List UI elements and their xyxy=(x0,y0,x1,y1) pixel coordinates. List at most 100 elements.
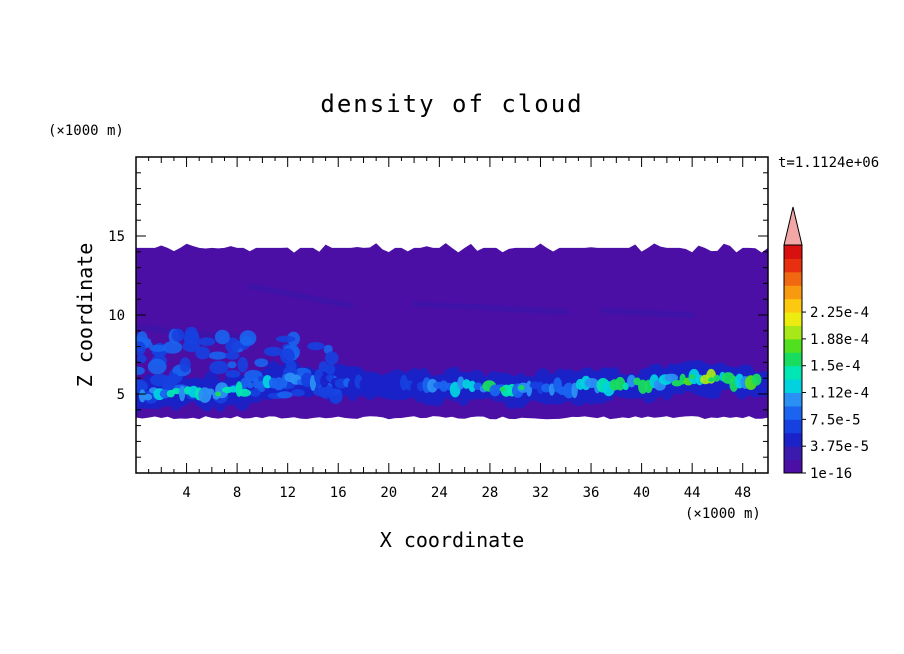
density-blob xyxy=(313,387,331,397)
colorbar-label: 3.75e-5 xyxy=(810,439,869,455)
colorbar-swatch xyxy=(784,312,802,326)
density-blob xyxy=(427,378,438,393)
density-blob xyxy=(170,373,179,382)
density-blob xyxy=(439,380,449,392)
density-blob xyxy=(225,369,241,378)
colorbar-label: 1.5e-4 xyxy=(810,359,861,375)
colorbar-label: 1e-16 xyxy=(810,466,852,482)
x-unit-label: (×1000 m) xyxy=(685,506,761,522)
density-blob xyxy=(279,348,295,364)
density-blob xyxy=(136,341,146,356)
cloud-streak xyxy=(600,307,696,318)
density-blob xyxy=(195,346,210,360)
colorbar-swatch xyxy=(784,352,802,367)
x-tick-label: 40 xyxy=(633,485,650,501)
x-tick-label: 44 xyxy=(684,485,701,501)
density-blob xyxy=(147,358,167,375)
density-peak xyxy=(689,374,696,380)
density-blob xyxy=(622,382,629,391)
x-axis-label: X coordinate xyxy=(380,528,525,552)
chart-title: density of cloud xyxy=(320,90,583,118)
density-blob xyxy=(254,358,269,368)
x-tick-label: 36 xyxy=(583,485,600,501)
x-tick-label: 24 xyxy=(431,485,448,501)
density-blob xyxy=(238,388,252,397)
density-blob xyxy=(457,376,465,390)
density-blob xyxy=(626,374,636,388)
y-axis-label: Z coordinate xyxy=(73,243,97,388)
colorbar-swatch xyxy=(784,392,802,407)
density-blob xyxy=(138,389,146,403)
colorbar-swatch xyxy=(784,459,802,474)
density-blob xyxy=(318,361,328,372)
y-tick-label: 10 xyxy=(108,308,125,324)
density-blob xyxy=(171,328,185,342)
colorbar-label: 7.5e-5 xyxy=(810,412,861,428)
density-peak xyxy=(499,386,506,392)
density-blob xyxy=(162,341,183,354)
density-blob xyxy=(178,385,186,402)
density-blob xyxy=(536,381,545,394)
cloud-streak xyxy=(411,300,569,315)
colorbar-swatch xyxy=(784,419,802,434)
colorbar-swatch xyxy=(784,446,802,461)
density-blob xyxy=(249,388,261,397)
density-blob xyxy=(143,393,153,401)
density-blob xyxy=(182,340,201,353)
density-blob xyxy=(149,344,167,352)
density-blob xyxy=(253,376,260,389)
density-blob xyxy=(276,391,293,399)
density-blob xyxy=(671,380,683,387)
colorbar-swatch xyxy=(784,271,802,286)
density-blob xyxy=(136,354,147,363)
density-blob xyxy=(275,335,296,343)
density-blob xyxy=(184,326,199,343)
x-tick-label: 32 xyxy=(532,485,549,501)
x-tick-label: 28 xyxy=(481,485,498,501)
density-peak xyxy=(708,377,715,383)
y-tick-label: 5 xyxy=(117,387,125,403)
colorbar-swatch xyxy=(784,245,802,259)
density-blob xyxy=(229,385,238,393)
density-blob xyxy=(615,376,626,391)
x-tick-label: 8 xyxy=(233,485,241,501)
time-label: t=1.1124e+06 xyxy=(778,155,879,171)
x-tick-label: 48 xyxy=(734,485,751,501)
density-peak xyxy=(518,385,525,391)
density-blob xyxy=(206,388,215,396)
density-blob xyxy=(225,337,241,354)
density-blob xyxy=(209,360,229,375)
colorbar: 1e-16 3.75e-5 7.5e-5 1.12e-4 1.5e-4 1.88e-4 2.… xyxy=(783,206,869,482)
x-tick-label: 16 xyxy=(330,485,347,501)
y-unit-label: (×1000 m) xyxy=(48,123,124,139)
density-blob xyxy=(291,389,305,397)
colorbar-swatch xyxy=(784,325,802,340)
colorbar-swatch xyxy=(784,258,802,273)
colorbar-over-arrow xyxy=(783,206,803,246)
density-blob xyxy=(179,357,191,373)
colorbar-swatch xyxy=(784,338,802,353)
density-blob xyxy=(713,374,721,382)
density-blob xyxy=(214,329,230,345)
density-blob xyxy=(247,382,254,389)
density-peak xyxy=(215,391,222,397)
colorbar-swatch xyxy=(784,405,802,420)
density-blob xyxy=(664,373,679,382)
density-blob xyxy=(136,380,147,393)
density-blob xyxy=(468,380,476,393)
colorbar-label: 1.88e-4 xyxy=(810,332,869,348)
colorbar-label: 1.12e-4 xyxy=(810,386,869,402)
density-blob xyxy=(324,351,339,365)
x-tick-label: 12 xyxy=(279,485,296,501)
colorbar-label: 2.25e-4 xyxy=(810,305,869,321)
colorbar-swatch xyxy=(784,365,802,380)
density-blob xyxy=(239,330,257,347)
density-blob xyxy=(150,373,170,387)
colorbar-swatch xyxy=(784,285,802,300)
cloud-streak xyxy=(246,283,354,309)
colorbar-swatch xyxy=(784,432,802,447)
x-tick-label: 20 xyxy=(380,485,397,501)
density-blob xyxy=(227,361,237,369)
